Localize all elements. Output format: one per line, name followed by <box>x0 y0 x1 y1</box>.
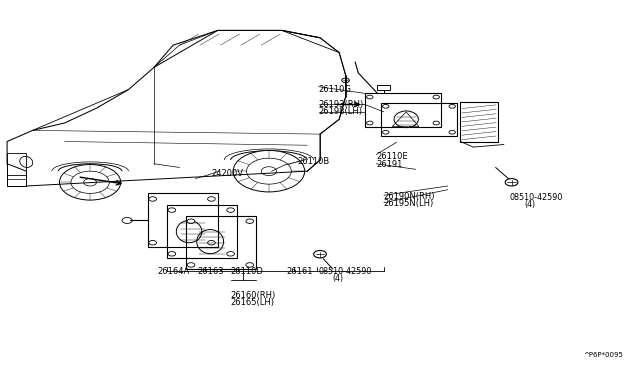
Bar <box>378 85 390 90</box>
Bar <box>186 216 256 269</box>
Circle shape <box>227 208 234 212</box>
Text: 26161: 26161 <box>287 267 314 276</box>
Circle shape <box>449 105 456 108</box>
Bar <box>7 153 26 175</box>
Text: 26193(RH): 26193(RH) <box>319 100 364 109</box>
Circle shape <box>246 158 291 184</box>
Circle shape <box>168 208 175 212</box>
Text: 26110G: 26110G <box>319 85 351 94</box>
Circle shape <box>433 121 440 125</box>
Circle shape <box>71 171 109 193</box>
Circle shape <box>149 197 157 201</box>
Text: 08510-42590: 08510-42590 <box>319 267 372 276</box>
Text: (4): (4) <box>333 274 344 283</box>
Circle shape <box>168 251 175 256</box>
Text: 26110B: 26110B <box>298 157 330 166</box>
Circle shape <box>314 250 326 258</box>
Bar <box>365 93 442 127</box>
Text: ^P6P*0095: ^P6P*0095 <box>584 352 623 358</box>
Text: 26165(LH): 26165(LH) <box>230 298 275 307</box>
Text: 08510-42590: 08510-42590 <box>509 193 563 202</box>
Bar <box>148 193 218 247</box>
Circle shape <box>227 251 234 256</box>
Bar <box>381 103 458 136</box>
Text: 26191: 26191 <box>376 160 403 169</box>
Circle shape <box>383 131 389 134</box>
Text: 26195N(LH): 26195N(LH) <box>384 199 434 208</box>
Circle shape <box>383 105 389 108</box>
Circle shape <box>207 240 215 245</box>
Text: 26160(RH): 26160(RH) <box>230 291 276 300</box>
Text: 26190N(RH): 26190N(RH) <box>384 192 435 201</box>
Text: 26163: 26163 <box>197 267 224 276</box>
Circle shape <box>261 167 276 176</box>
Circle shape <box>246 219 253 224</box>
Bar <box>461 102 497 141</box>
Text: 26110E: 26110E <box>376 152 408 161</box>
Circle shape <box>433 95 440 99</box>
Circle shape <box>207 197 215 201</box>
Circle shape <box>149 240 157 245</box>
Circle shape <box>60 164 121 200</box>
Circle shape <box>84 179 97 186</box>
Circle shape <box>187 219 195 224</box>
Circle shape <box>187 263 195 267</box>
Circle shape <box>367 121 373 125</box>
Text: (4): (4) <box>524 200 536 209</box>
Text: 26110D: 26110D <box>230 267 264 276</box>
Circle shape <box>122 218 132 224</box>
Circle shape <box>449 131 456 134</box>
Circle shape <box>233 150 305 192</box>
Circle shape <box>246 263 253 267</box>
Text: 26198(LH): 26198(LH) <box>319 108 363 116</box>
Text: 24200V: 24200V <box>211 169 243 177</box>
Text: 26164A: 26164A <box>157 267 189 276</box>
Circle shape <box>342 78 349 83</box>
Bar <box>167 205 237 258</box>
Circle shape <box>367 95 373 99</box>
Circle shape <box>505 179 518 186</box>
